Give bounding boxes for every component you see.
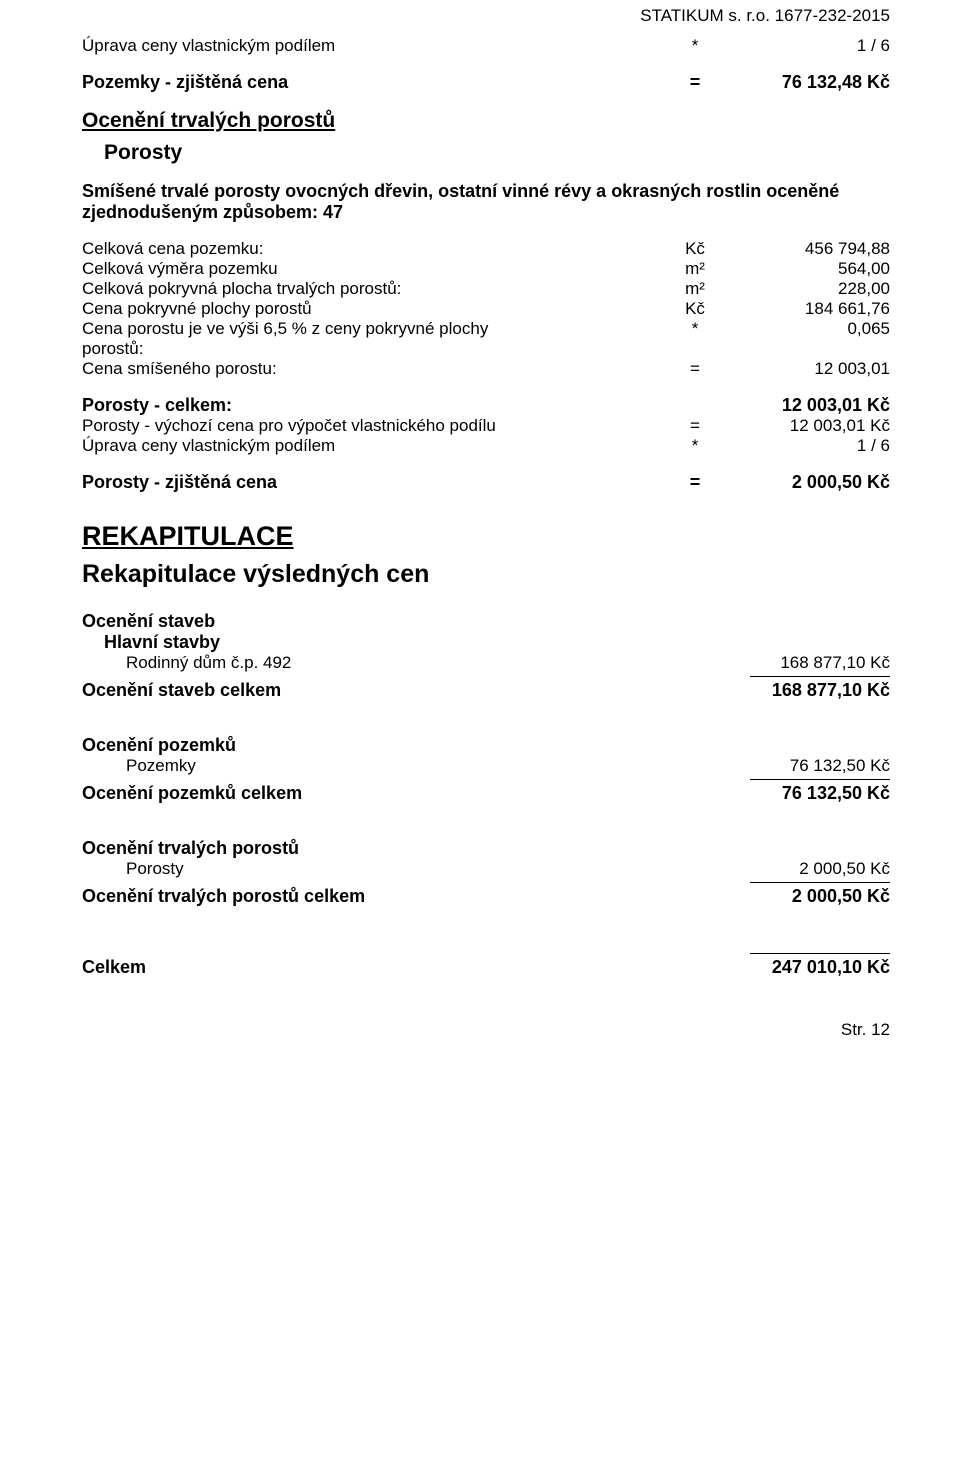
item-value: 168 877,10 Kč <box>710 653 890 673</box>
calc-row: Celková cena pozemku: Kč 456 794,88 <box>82 239 890 259</box>
sum-label: Ocenění trvalých porostů celkem <box>82 886 710 907</box>
label: Porosty - celkem: <box>82 395 680 416</box>
section-heading-staveb: Ocenění staveb <box>82 611 890 632</box>
sum-label: Ocenění staveb celkem <box>82 680 710 701</box>
divider <box>750 953 890 954</box>
item-label: Pozemky <box>82 756 710 776</box>
value: 2 000,50 Kč <box>710 472 890 493</box>
label: Porosty - zjištěná cena <box>82 472 680 493</box>
item-value: 2 000,50 Kč <box>710 859 890 879</box>
unit: m² <box>680 259 710 279</box>
value: 456 794,88 <box>710 239 890 259</box>
total-value: 247 010,10 Kč <box>710 957 890 978</box>
heading-rekapitulace-sub: Rekapitulace výsledných cen <box>82 560 890 589</box>
label: Celková pokryvná plocha trvalých porostů… <box>82 279 680 299</box>
value: 12 003,01 <box>710 359 890 379</box>
value: 228,00 <box>710 279 890 299</box>
row-item: Rodinný dům č.p. 492 168 877,10 Kč <box>82 653 890 673</box>
label: Cena smíšeného porostu: <box>82 359 680 379</box>
row-pozemky-zjistena: Pozemky - zjištěná cena = 76 132,48 Kč <box>82 72 890 93</box>
value: 12 003,01 Kč <box>710 395 890 416</box>
calc-block: Celková cena pozemku: Kč 456 794,88 Celk… <box>82 239 890 379</box>
value: 12 003,01 Kč <box>710 416 890 436</box>
row-total: Celkem 247 010,10 Kč <box>82 957 890 978</box>
total-block: Celkem 247 010,10 Kč <box>82 953 890 978</box>
paragraph-smisene: Smíšené trvalé porosty ovocných dřevin, … <box>82 181 890 223</box>
row-porosty-vychozi: Porosty - výchozí cena pro výpočet vlast… <box>82 416 890 436</box>
unit: m² <box>680 279 710 299</box>
operator: * <box>680 319 710 339</box>
operator: * <box>680 36 710 56</box>
total-label: Celkem <box>82 957 710 978</box>
header-org: STATIKUM s. r.o. 1677-232-2015 <box>82 6 890 26</box>
heading-rekapitulace: REKAPITULACE <box>82 521 890 552</box>
divider <box>750 676 890 677</box>
value: 564,00 <box>710 259 890 279</box>
row-sum: Ocenění pozemků celkem 76 132,50 Kč <box>82 783 890 804</box>
label: Pozemky - zjištěná cena <box>82 72 680 93</box>
divider <box>750 779 890 780</box>
operator: * <box>680 436 710 456</box>
label: Celková výměra pozemku <box>82 259 680 279</box>
page-footer: Str. 12 <box>82 1020 890 1040</box>
row-sum: Ocenění trvalých porostů celkem 2 000,50… <box>82 886 890 907</box>
calc-row: Cena pokryvné plochy porostů Kč 184 661,… <box>82 299 890 319</box>
row-porosty-zjistena: Porosty - zjištěná cena = 2 000,50 Kč <box>82 472 890 493</box>
label: Úprava ceny vlastnickým podílem <box>82 36 680 56</box>
calc-row: Celková pokryvná plocha trvalých porostů… <box>82 279 890 299</box>
operator: = <box>680 472 710 493</box>
label: Cena porostu je ve výši 6,5 % z ceny pok… <box>82 319 680 339</box>
row-uprava-2: Úprava ceny vlastnickým podílem * 1 / 6 <box>82 436 890 456</box>
document-page: STATIKUM s. r.o. 1677-232-2015 Úprava ce… <box>0 6 960 1080</box>
sum-label: Ocenění pozemků celkem <box>82 783 710 804</box>
value: 76 132,48 Kč <box>710 72 890 93</box>
value: 184 661,76 <box>710 299 890 319</box>
calc-row: Celková výměra pozemku m² 564,00 <box>82 259 890 279</box>
calc-row-continuation: porostů: <box>82 339 890 359</box>
value: 0,065 <box>710 319 890 339</box>
item-label: Porosty <box>82 859 710 879</box>
label: Cena pokryvné plochy porostů <box>82 299 680 319</box>
row-item: Porosty 2 000,50 Kč <box>82 859 890 879</box>
value: 1 / 6 <box>710 36 890 56</box>
operator: = <box>680 72 710 93</box>
sum-value: 76 132,50 Kč <box>710 783 890 804</box>
row-sum: Ocenění staveb celkem 168 877,10 Kč <box>82 680 890 701</box>
row-uprava-1: Úprava ceny vlastnickým podílem * 1 / 6 <box>82 36 890 56</box>
heading-oceneni-porostu: Ocenění trvalých porostů <box>82 109 890 133</box>
unit: Kč <box>680 299 710 319</box>
calc-row: Cena smíšeného porostu: = 12 003,01 <box>82 359 890 379</box>
operator: = <box>680 359 710 379</box>
row-item: Pozemky 76 132,50 Kč <box>82 756 890 776</box>
row-porosty-celkem: Porosty - celkem: 12 003,01 Kč <box>82 395 890 416</box>
section-subheading-hlavni: Hlavní stavby <box>82 632 890 653</box>
sum-value: 168 877,10 Kč <box>710 680 890 701</box>
label: Úprava ceny vlastnickým podílem <box>82 436 680 456</box>
section-heading-trvalych: Ocenění trvalých porostů <box>82 838 890 859</box>
calc-row: Cena porostu je ve výši 6,5 % z ceny pok… <box>82 319 890 339</box>
label: Porosty - výchozí cena pro výpočet vlast… <box>82 416 680 436</box>
item-value: 76 132,50 Kč <box>710 756 890 776</box>
operator: = <box>680 416 710 436</box>
section-heading-pozemku: Ocenění pozemků <box>82 735 890 756</box>
divider <box>750 882 890 883</box>
unit: Kč <box>680 239 710 259</box>
sum-value: 2 000,50 Kč <box>710 886 890 907</box>
value: 1 / 6 <box>710 436 890 456</box>
heading-porosty: Porosty <box>82 141 890 165</box>
item-label: Rodinný dům č.p. 492 <box>82 653 710 673</box>
label: Celková cena pozemku: <box>82 239 680 259</box>
